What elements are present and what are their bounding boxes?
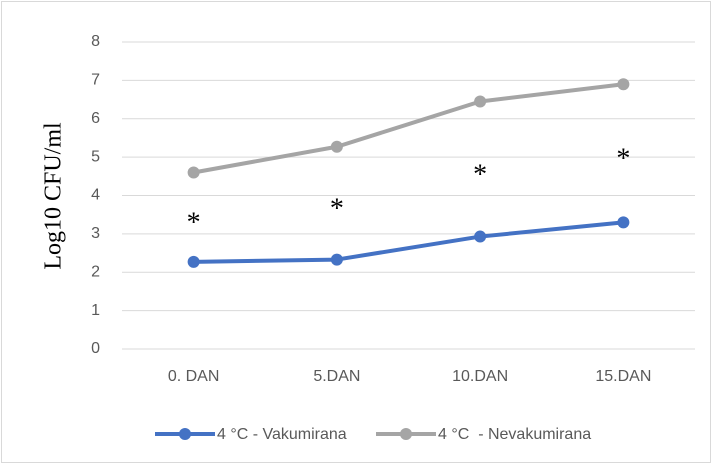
series-line xyxy=(193,82,624,175)
series-line xyxy=(193,220,624,264)
y-tick-label: 2 xyxy=(91,263,100,280)
point xyxy=(474,95,487,108)
legend-marker xyxy=(400,428,412,440)
y-tick-label: 1 xyxy=(91,302,100,319)
y-tick-label: 8 xyxy=(91,33,100,50)
legend-marker xyxy=(179,428,191,440)
annotation: * xyxy=(473,159,487,190)
annotation: * xyxy=(616,144,630,175)
point xyxy=(617,78,630,91)
x-tick-label: 10.DAN xyxy=(452,368,508,385)
y-tick-label: 6 xyxy=(91,110,100,127)
point xyxy=(330,253,343,266)
y-tick-label: 5 xyxy=(91,148,100,165)
y-tick-label: 0 xyxy=(91,340,100,357)
point xyxy=(617,216,630,229)
annotation: * xyxy=(330,194,344,225)
annotation: * xyxy=(187,208,201,239)
legend-label: 4 °C - Vakumirana xyxy=(217,426,347,443)
y-axis-label: Log10 CFU/ml xyxy=(41,122,67,270)
x-tick-label: 15.DAN xyxy=(595,368,651,385)
y-tick-label: 7 xyxy=(91,72,100,89)
point xyxy=(187,166,200,179)
point xyxy=(187,255,200,268)
x-tick-label: 5.DAN xyxy=(313,368,360,385)
y-tick-label: 3 xyxy=(91,225,100,242)
point xyxy=(474,230,487,243)
point xyxy=(330,140,343,153)
legend-label: 4 °C - Nevakumirana xyxy=(438,426,591,443)
y-tick-label: 4 xyxy=(91,187,100,204)
x-tick-label: 0. DAN xyxy=(168,368,220,385)
